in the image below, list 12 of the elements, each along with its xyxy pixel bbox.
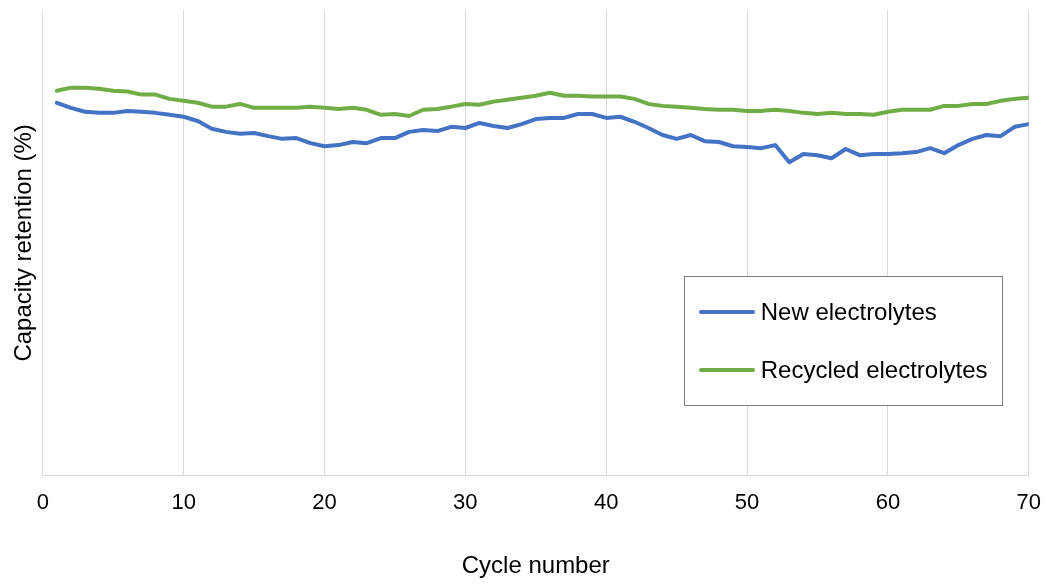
x-tick-label: 30	[453, 489, 478, 515]
y-axis-title: Capacity retention (%)	[9, 124, 37, 362]
x-axis-title: Cycle number	[461, 551, 610, 579]
x-tick-label: 0	[36, 489, 49, 515]
x-tick-label: 60	[875, 489, 901, 515]
legend-label: New electrolytes	[760, 297, 937, 326]
x-tick-label: 70	[1016, 489, 1042, 515]
x-tick-label: 50	[734, 489, 760, 515]
x-tick-label: 20	[312, 489, 337, 515]
x-tick-label: 10	[171, 489, 196, 515]
x-tick-label: 40	[593, 489, 619, 515]
legend-label: Recycled electrolytes	[760, 355, 988, 384]
